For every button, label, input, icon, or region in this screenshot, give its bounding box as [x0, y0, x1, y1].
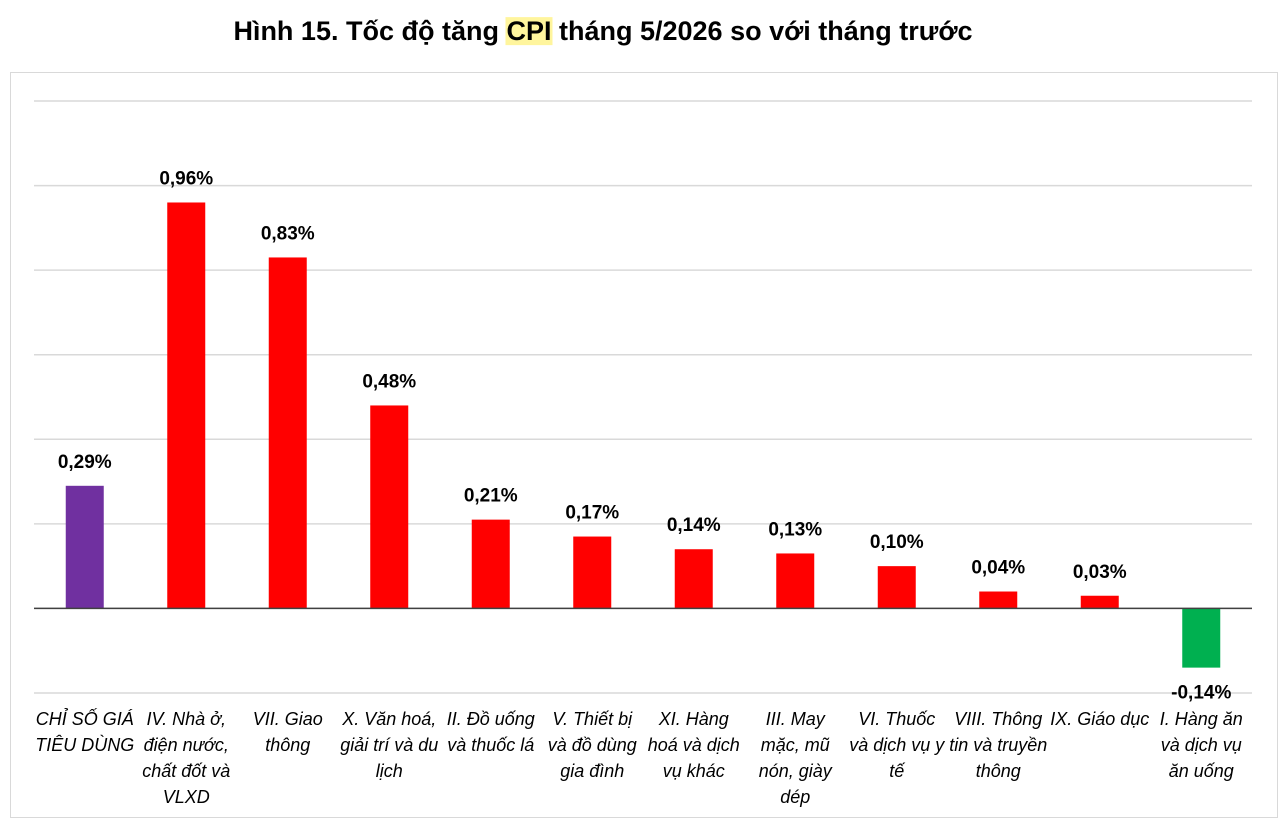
bar — [370, 405, 409, 609]
value-label: 0,03% — [1073, 562, 1127, 583]
x-tick-label: II. Đồ uống và thuốc lá — [446, 709, 535, 755]
value-label: 0,13% — [768, 519, 822, 540]
x-tick-label: V. Thiết bị và đồ dùng gia đình — [547, 709, 637, 781]
value-label: -0,14% — [1171, 683, 1231, 704]
value-label: 0,10% — [870, 532, 924, 553]
x-tick-label: XI. Hàng hoá và dịch vụ khác — [647, 709, 740, 781]
bar — [776, 553, 815, 609]
bar — [1080, 595, 1119, 609]
bar — [573, 536, 612, 609]
value-label: 0,83% — [261, 223, 315, 244]
bar — [167, 202, 206, 609]
chart-border — [10, 72, 1278, 818]
x-tick-label: X. Văn hoá, giải trí và du lịch — [340, 709, 439, 781]
x-tick-label: VII. Giao thông — [252, 709, 323, 755]
x-tick-label: VI. Thuốc và dịch vụ y tế — [849, 709, 945, 781]
value-label: 0,96% — [159, 169, 213, 190]
value-label: 0,48% — [362, 371, 416, 392]
bar — [1182, 608, 1221, 668]
x-tick-label: IV. Nhà ở, điện nước, chất đốt và VLXD — [142, 709, 231, 807]
bar — [471, 519, 510, 609]
value-label: 0,29% — [58, 452, 112, 473]
chart-title: Hình 15. Tốc độ tăng CPI tháng 5/2026 so… — [233, 16, 972, 46]
x-tick-label: IX. Giáo dục — [1050, 709, 1150, 729]
value-label: 0,04% — [971, 558, 1025, 579]
bar — [979, 591, 1018, 609]
value-label: 0,14% — [667, 515, 721, 536]
bar — [268, 257, 307, 609]
x-tick-label: CHỈ SỐ GIÁ TIÊU DÙNG — [35, 709, 135, 755]
bar — [65, 485, 104, 609]
title-part: tháng 5/2026 so với tháng trước — [559, 16, 973, 46]
title-highlight-bg — [505, 17, 553, 46]
x-tick-label: I. Hàng ăn và dịch vụ ăn uống — [1159, 709, 1243, 781]
x-tick-label: VIII. Thông tin và truyền thông — [949, 709, 1048, 781]
value-label: 0,17% — [565, 503, 619, 524]
bar — [877, 566, 916, 609]
title-highlight: CPI — [506, 16, 551, 46]
title-part: Hình 15. Tốc độ tăng — [233, 16, 499, 46]
value-label: 0,21% — [464, 486, 518, 507]
x-tick-label: III. May mặc, mũ nón, giày dép — [758, 709, 832, 807]
bar — [674, 549, 713, 609]
